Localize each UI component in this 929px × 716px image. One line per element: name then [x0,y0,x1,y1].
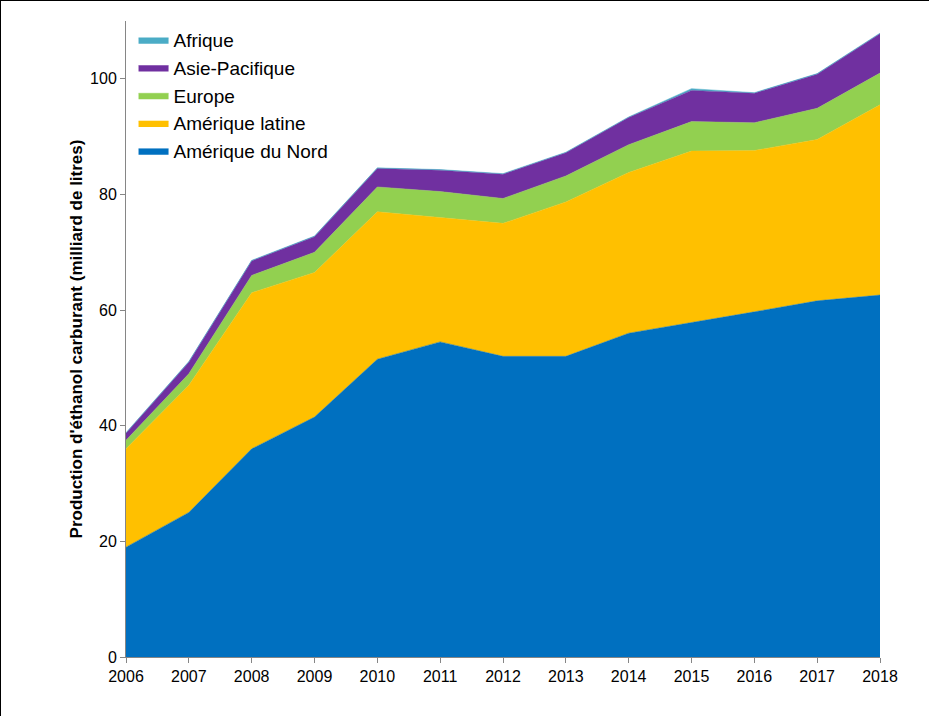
svg-text:20: 20 [99,533,117,550]
svg-text:80: 80 [99,186,117,203]
svg-text:2011: 2011 [423,668,458,685]
svg-text:2006: 2006 [108,668,144,685]
svg-text:40: 40 [99,417,117,434]
svg-text:Asie-Pacifique: Asie-Pacifique [174,58,295,79]
svg-text:2013: 2013 [548,668,584,685]
svg-text:2017: 2017 [799,668,835,685]
svg-text:2008: 2008 [234,668,270,685]
svg-text:Amérique du Nord: Amérique du Nord [174,141,328,162]
svg-text:2018: 2018 [862,668,898,685]
svg-text:2010: 2010 [360,668,396,685]
svg-text:60: 60 [99,302,117,319]
svg-text:Afrique: Afrique [174,30,234,51]
svg-text:0: 0 [108,649,117,666]
svg-text:2012: 2012 [485,668,521,685]
svg-text:Amérique latine: Amérique latine [174,113,306,134]
svg-text:Europe: Europe [174,86,235,107]
svg-text:Production d'éthanol carburant: Production d'éthanol carburant (milliard… [67,140,86,539]
svg-text:2014: 2014 [611,668,647,685]
svg-text:2007: 2007 [171,668,207,685]
svg-text:2016: 2016 [737,668,773,685]
svg-text:2009: 2009 [297,668,333,685]
svg-text:2015: 2015 [674,668,710,685]
svg-text:100: 100 [90,70,117,87]
